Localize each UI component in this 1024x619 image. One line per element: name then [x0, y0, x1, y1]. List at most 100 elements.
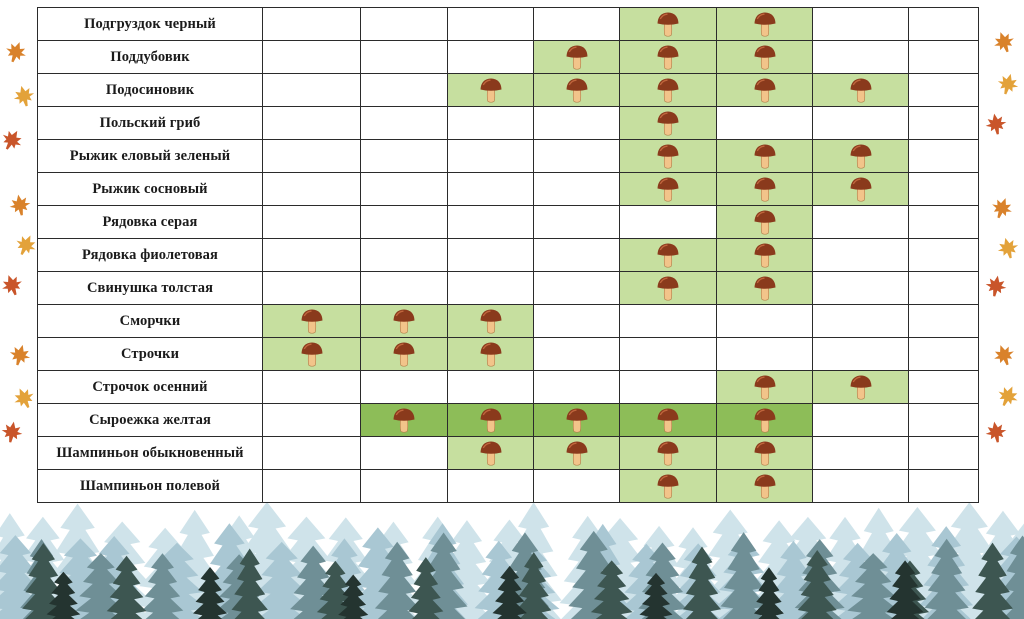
mushroom-icon: [850, 375, 871, 400]
mushroom-icon: [850, 78, 871, 103]
month-cell: [360, 337, 448, 371]
table-row: Подгруздок черный: [37, 7, 979, 41]
fir-tree: [106, 555, 147, 619]
month-cell: [533, 106, 620, 140]
mushroom-name: Свинушка толстая: [37, 271, 263, 305]
month-cell: [447, 73, 534, 107]
mushroom-icon: [754, 408, 775, 433]
table-row: Рыжик еловый зеленый: [37, 139, 979, 173]
month-cell: [716, 172, 813, 206]
month-cell: [533, 436, 620, 470]
mushroom-name: Шампиньон обыкновенный: [37, 436, 263, 470]
month-cell: [447, 403, 534, 437]
month-cell: [262, 73, 361, 107]
mushroom-name: Подгруздок черный: [37, 7, 263, 41]
table-row: Рядовка фиолетовая: [37, 238, 979, 272]
maple-leaf-icon: [9, 344, 31, 366]
month-cell: [619, 205, 717, 239]
month-cell: [533, 403, 620, 437]
month-cell: [812, 469, 909, 503]
month-cell: [908, 271, 979, 305]
month-cell: [619, 73, 717, 107]
month-cell: [716, 238, 813, 272]
month-cell: [533, 271, 620, 305]
mushroom-name: Рыжик сосновый: [37, 172, 263, 206]
month-cell: [619, 7, 717, 41]
month-cell: [447, 139, 534, 173]
maple-leaf-icon: [985, 421, 1007, 443]
month-cell: [360, 370, 448, 404]
fir-tree: [999, 535, 1024, 619]
mushroom-icon: [480, 78, 501, 103]
mushroom-name: Шампиньон полевой: [37, 469, 263, 503]
month-cell: [908, 238, 979, 272]
table-row: Строчок осенний: [37, 370, 979, 404]
month-cell: [908, 304, 979, 338]
month-cell: [447, 337, 534, 371]
fir-tree: [886, 560, 924, 619]
table-row: Польский гриб: [37, 106, 979, 140]
month-cell: [716, 205, 813, 239]
month-cell: [262, 304, 361, 338]
mushroom-name: Рыжик еловый зеленый: [37, 139, 263, 173]
month-cell: [812, 7, 909, 41]
mushroom-icon: [480, 342, 501, 367]
mushroom-icon: [754, 276, 775, 301]
fir-tree: [338, 574, 369, 619]
mushroom-icon: [850, 144, 871, 169]
table-row: Подосиновик: [37, 73, 979, 107]
month-cell: [716, 139, 813, 173]
month-cell: [262, 238, 361, 272]
mushroom-icon: [754, 177, 775, 202]
table-row: Поддубовик: [37, 40, 979, 74]
month-cell: [447, 370, 534, 404]
month-cell: [262, 370, 361, 404]
table-row: Шампиньон полевой: [37, 469, 979, 503]
month-cell: [533, 469, 620, 503]
mushroom-name: Строчок осенний: [37, 370, 263, 404]
maple-leaf-icon: [992, 198, 1012, 219]
month-cell: [447, 469, 534, 503]
maple-leaf-icon: [994, 345, 1014, 366]
month-cell: [447, 271, 534, 305]
month-cell: [360, 436, 448, 470]
table-row: Сморчки: [37, 304, 979, 338]
month-cell: [262, 403, 361, 437]
month-cell: [619, 271, 717, 305]
mushroom-icon: [301, 342, 322, 367]
table-row: Сыроежка желтая: [37, 403, 979, 437]
month-cell: [716, 403, 813, 437]
mushroom-icon: [480, 309, 501, 334]
mushroom-icon: [657, 408, 679, 433]
month-cell: [908, 106, 979, 140]
month-cell: [262, 139, 361, 173]
month-cell: [447, 106, 534, 140]
maple-leaf-icon: [13, 85, 35, 107]
table-row: Шампиньон обыкновенный: [37, 436, 979, 470]
month-cell: [619, 106, 717, 140]
mushroom-name: Сморчки: [37, 304, 263, 338]
month-cell: [716, 7, 813, 41]
mushroom-icon: [566, 78, 587, 103]
mushroom-name: Рядовка фиолетовая: [37, 238, 263, 272]
month-cell: [533, 172, 620, 206]
fir-tree: [847, 553, 900, 619]
mushroom-icon: [480, 441, 501, 466]
month-cell: [812, 172, 909, 206]
month-cell: [812, 205, 909, 239]
month-cell: [619, 469, 717, 503]
month-cell: [447, 436, 534, 470]
month-cell: [812, 403, 909, 437]
month-cell: [533, 205, 620, 239]
month-cell: [262, 271, 361, 305]
month-cell: [360, 172, 448, 206]
mushroom-icon: [754, 45, 775, 70]
mushroom-icon: [754, 210, 775, 235]
mushroom-icon: [657, 78, 679, 103]
month-cell: [619, 40, 717, 74]
month-cell: [812, 106, 909, 140]
fir-tree: [408, 557, 444, 619]
month-cell: [360, 469, 448, 503]
mushroom-icon: [754, 474, 775, 499]
